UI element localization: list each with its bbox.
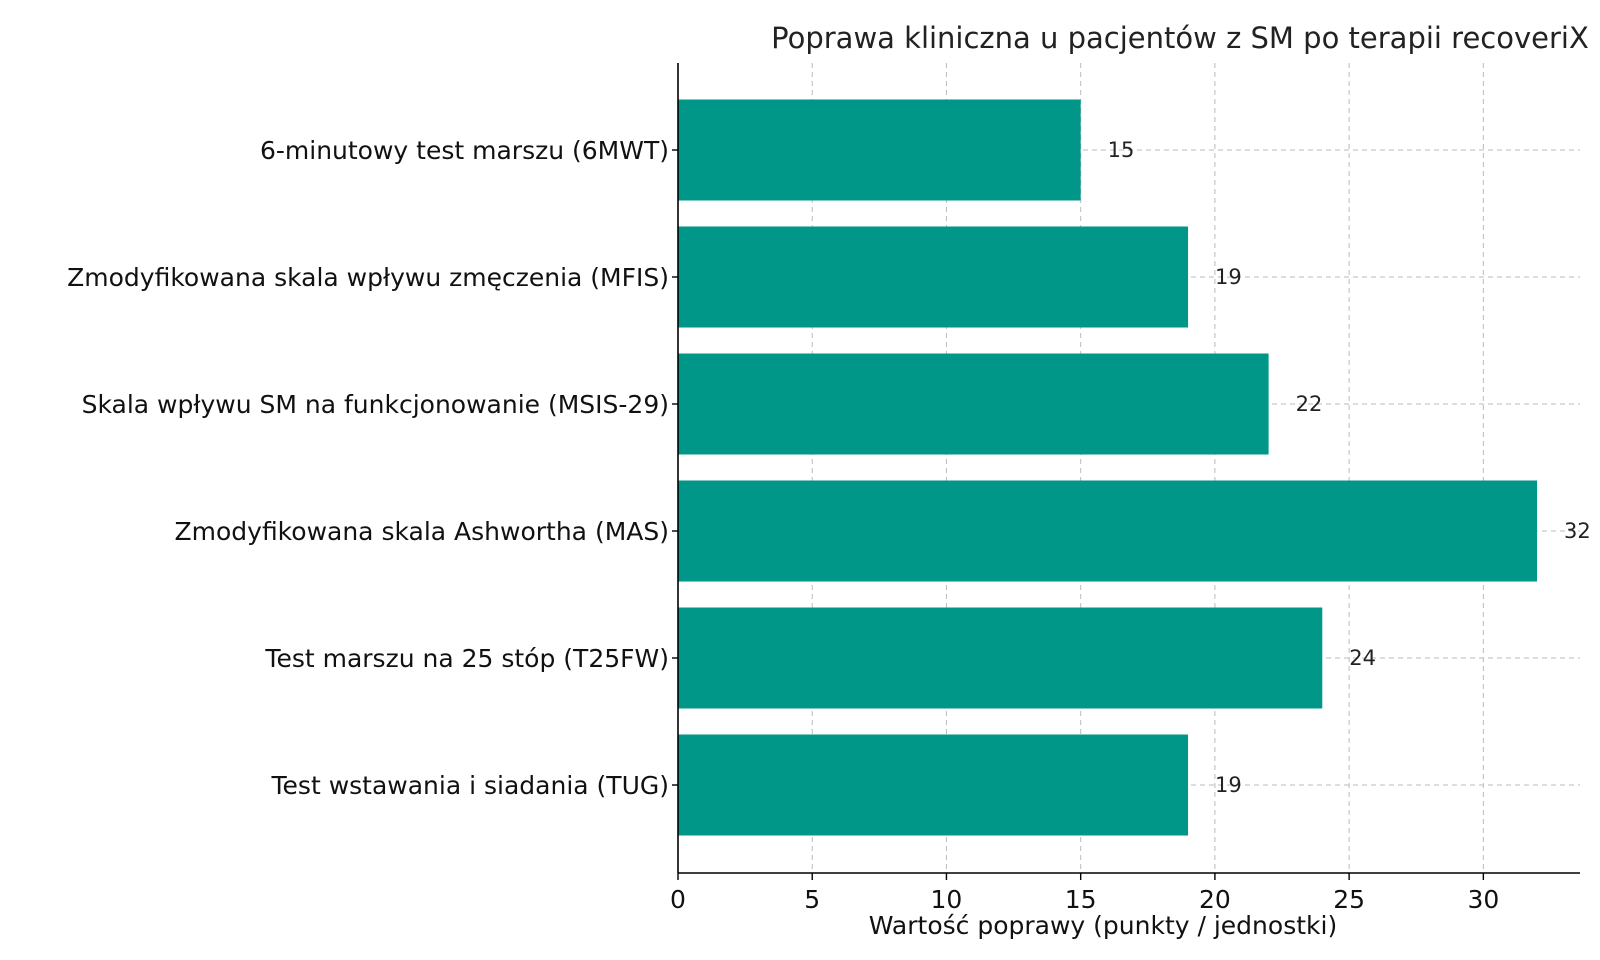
value-label-4: 24 [1349,646,1376,670]
x-axis-label: Wartość poprawy (punkty / jednostki) [869,911,1337,940]
value-label-3: 32 [1564,519,1591,543]
bar-3 [678,480,1538,582]
bar-0 [678,99,1081,201]
value-label-5: 19 [1215,773,1242,797]
category-label-5: Test wstawania i siadania (TUG) [271,771,669,800]
x-tick-label-5: 25 [1333,885,1365,914]
bar-4 [678,607,1323,709]
category-label-4: Test marszu na 25 stóp (T25FW) [264,644,669,673]
category-label-3: Zmodyfikowana skala Ashwortha (MAS) [175,517,670,546]
value-label-0: 15 [1108,138,1135,162]
bar-5 [678,734,1189,836]
x-tick-label-4: 20 [1199,885,1231,914]
value-label-1: 19 [1215,265,1242,289]
x-tick-label-3: 15 [1065,885,1097,914]
chart-title: Poprawa kliniczna u pacjentów z SM po te… [771,21,1589,55]
axes-layer: 0 5 10 15 20 25 30 [670,63,1580,914]
bars-layer [678,99,1538,836]
x-tick-label-0: 0 [670,885,686,914]
category-label-1: Zmodyfikowana skala wpływu zmęczenia (MF… [67,263,669,292]
bar-2 [678,353,1269,455]
labels-layer: 6-minutowy test marszu (6MWT) 15 Zmodyfiko… [67,136,1591,800]
category-label-2: Skala wpływu SM na funkcjonowanie (MSIS-… [82,390,669,419]
category-label-0: 6-minutowy test marszu (6MWT) [260,136,669,165]
bar-1 [678,226,1189,328]
x-tick-label-1: 5 [804,885,820,914]
value-label-2: 22 [1296,392,1323,416]
x-tick-label-6: 30 [1467,885,1499,914]
x-tick-label-2: 10 [931,885,963,914]
